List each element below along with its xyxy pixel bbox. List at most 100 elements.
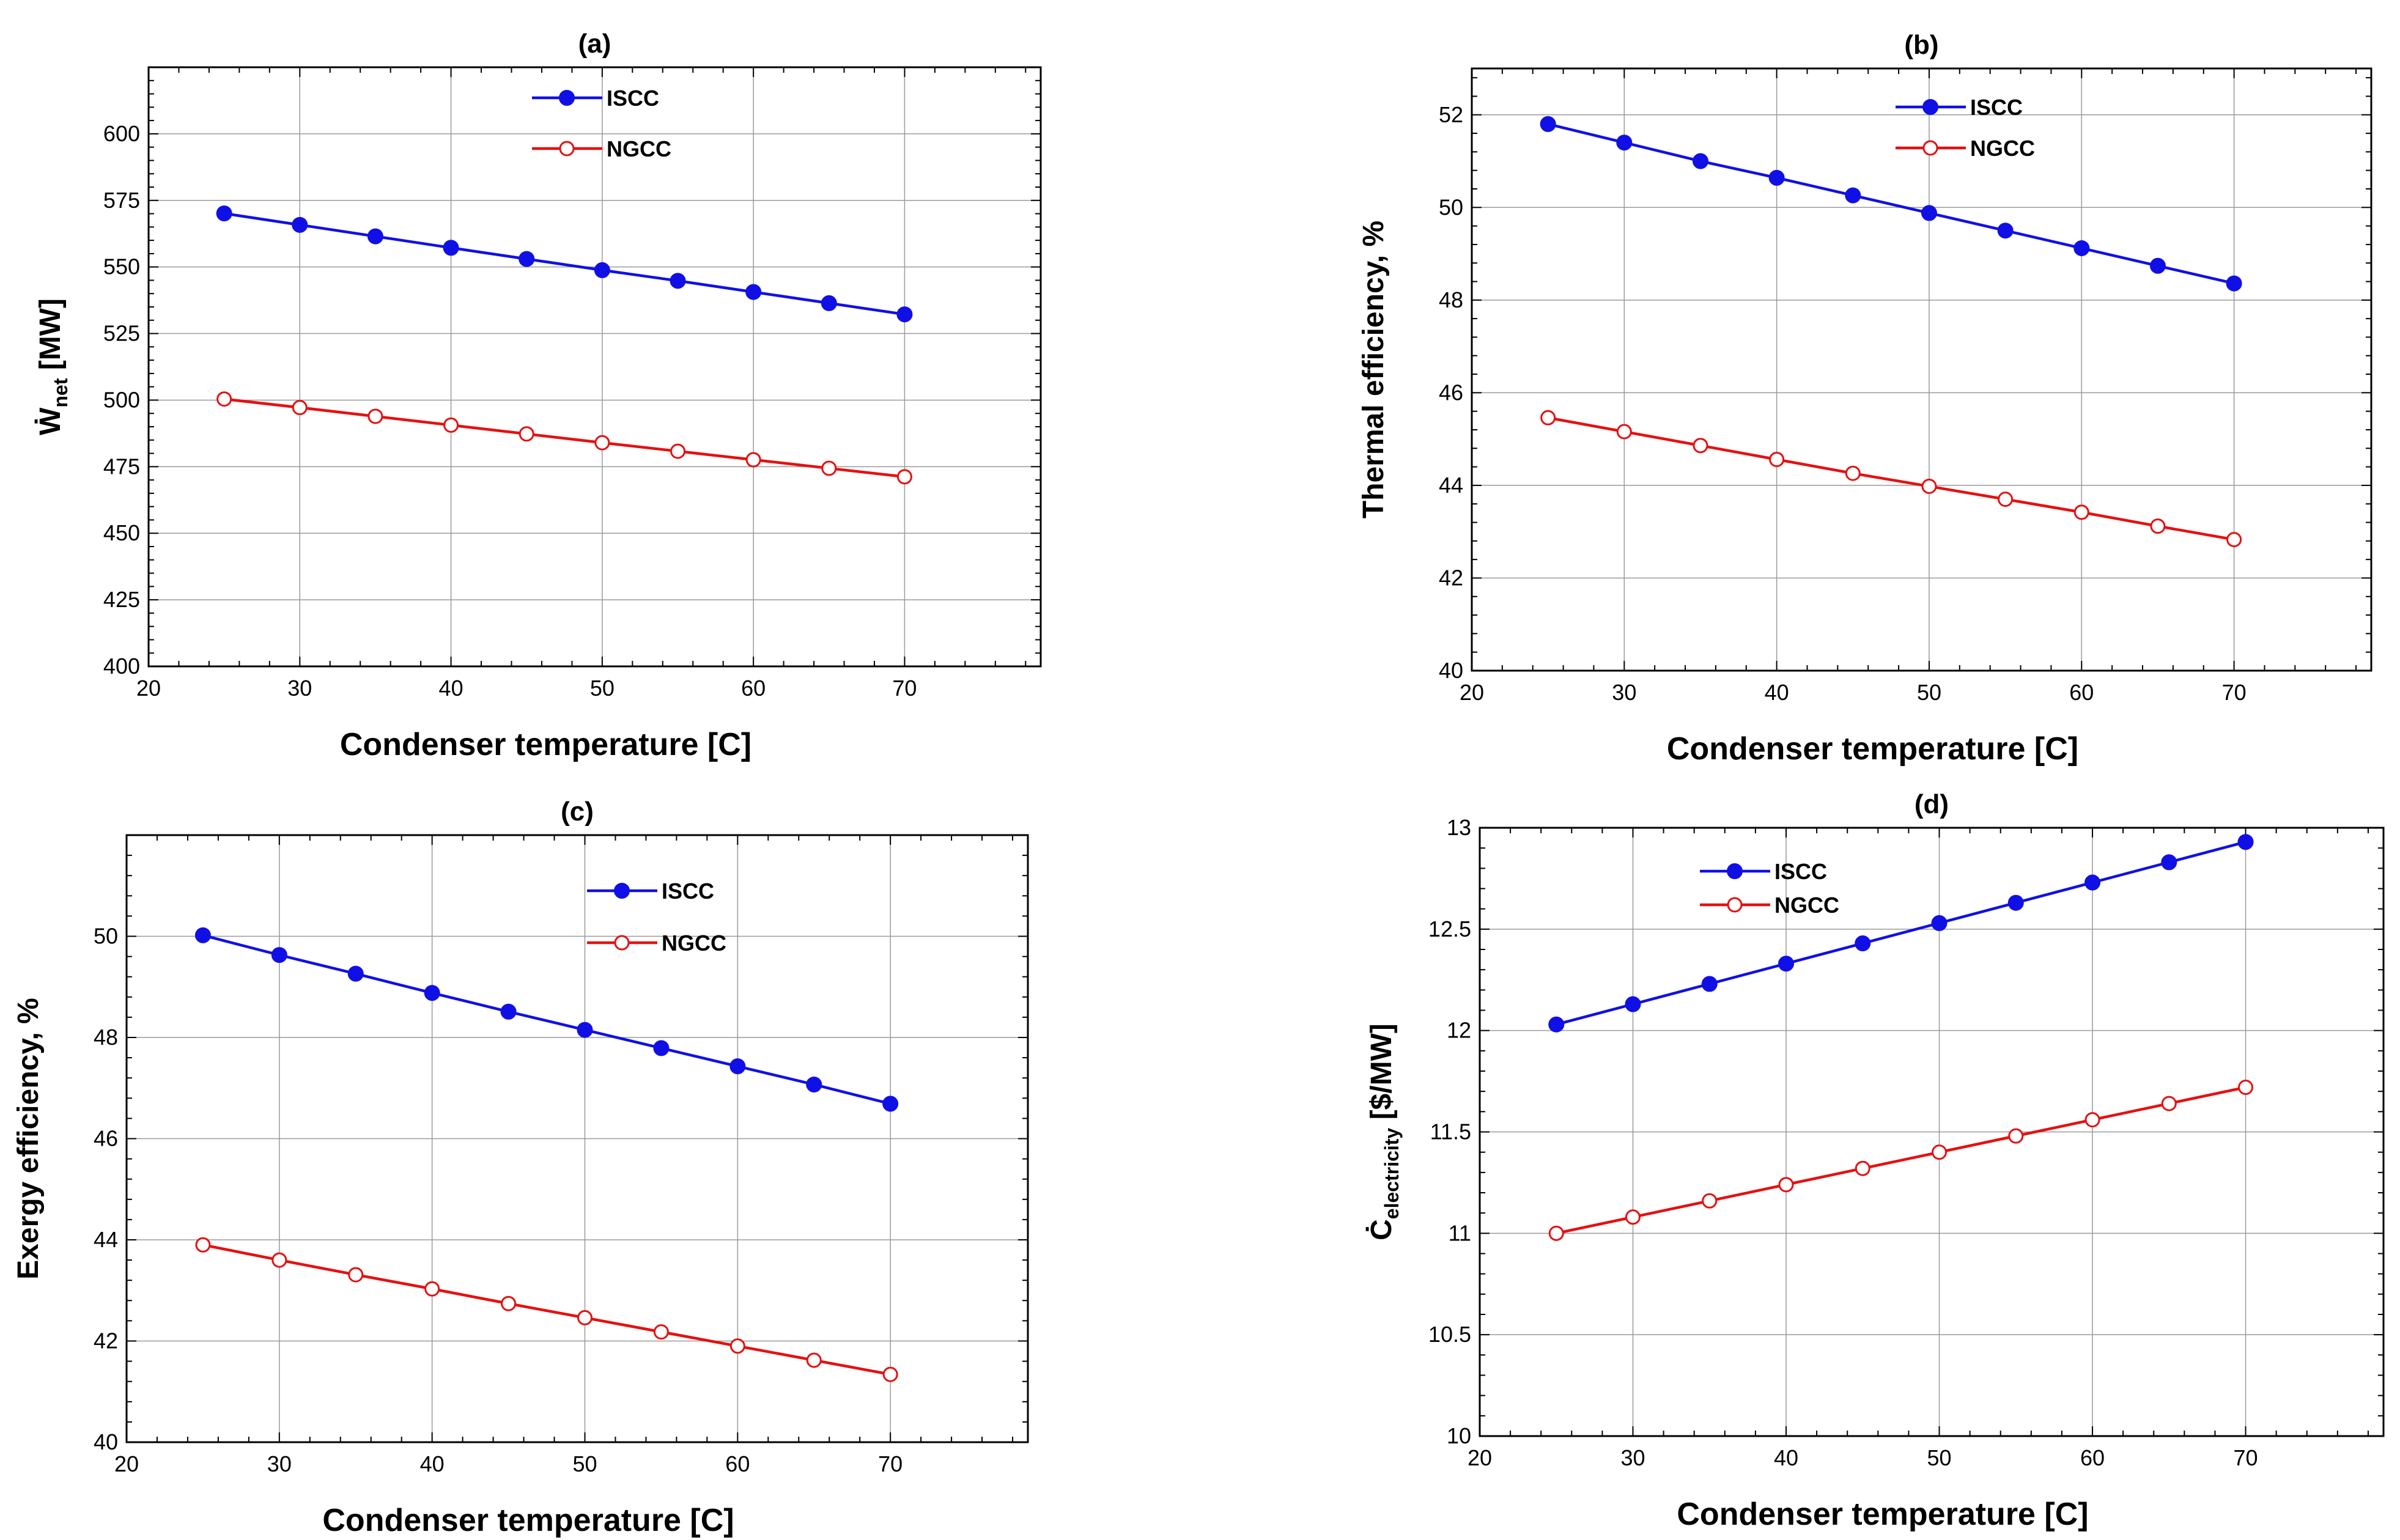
data-point-iscc (1540, 116, 1556, 132)
plot-frame (147, 66, 1042, 668)
y-tick-label: 44 (94, 1227, 118, 1252)
legend-marker (614, 883, 630, 899)
data-point-ngcc (821, 460, 837, 476)
data-point-iscc (1845, 187, 1861, 204)
legend-marker (1922, 140, 1938, 156)
data-point-iscc (2007, 894, 2024, 911)
series-line-ngcc (1548, 416, 2235, 541)
data-point-ngcc (1998, 492, 2014, 507)
data-point-iscc (443, 240, 459, 256)
legend-label: NGCC (607, 136, 671, 161)
data-point-ngcc (653, 1324, 669, 1340)
data-point-iscc (1931, 915, 1948, 931)
x-axis-label: Condenser temperature [C] (340, 727, 751, 762)
legend-label: NGCC (1774, 893, 1839, 918)
data-point-ngcc (577, 1310, 593, 1325)
y-tick-label: 42 (94, 1328, 118, 1354)
y-tick-label: 48 (1439, 287, 1463, 312)
legend-marker (1922, 99, 1938, 115)
x-tick-label: 20 (136, 676, 161, 701)
series-iscc (216, 205, 913, 323)
data-point-iscc (821, 295, 837, 311)
data-point-ngcc (216, 391, 232, 407)
data-point-ngcc (2008, 1128, 2024, 1144)
x-tick-label: 30 (1612, 680, 1636, 705)
data-point-iscc (2161, 854, 2177, 871)
data-point-iscc (729, 1058, 746, 1075)
series-line-iscc (202, 934, 891, 1105)
y-tick-label: 400 (103, 654, 140, 679)
legend-marker (559, 141, 575, 157)
legend-marker (1727, 863, 1743, 879)
data-point-iscc (2084, 874, 2101, 891)
chart-a: 20 30 40 50 60 70 400 425 450 475 500 525 550 575 600 (… (34, 29, 1042, 762)
data-point-iscc (1768, 169, 1785, 186)
x-tick-label: 60 (725, 1451, 750, 1476)
data-point-ngcc (896, 469, 912, 485)
y-tick-label: 12.5 (1428, 916, 1471, 941)
y-tick-label: 11 (1449, 1220, 1471, 1245)
data-point-ngcc (1625, 1209, 1641, 1225)
plot-area (149, 67, 1041, 666)
data-point-ngcc (1845, 465, 1861, 481)
legend-label: NGCC (1970, 136, 2035, 161)
legend-entry-ngcc: NGCC (1896, 136, 2035, 161)
y-tick-label: 450 (103, 520, 140, 545)
data-point-iscc (292, 216, 308, 233)
x-tick-label: 60 (741, 676, 766, 701)
legend-label: ISCC (1774, 859, 1827, 884)
legend-entry-iscc: ISCC (1700, 859, 1827, 884)
legend-label: ISCC (607, 86, 659, 111)
plot-frame (1471, 67, 2372, 672)
x-tick-label: 50 (1917, 680, 1941, 705)
data-point-iscc (1692, 153, 1708, 169)
data-point-iscc (896, 306, 913, 323)
series-line-iscc (1548, 122, 2235, 285)
data-point-iscc (670, 273, 686, 289)
x-tick-label: 60 (2069, 680, 2094, 705)
y-tick-label: 50 (94, 924, 118, 949)
data-point-iscc (745, 284, 762, 300)
data-point-ngcc (424, 1281, 440, 1297)
x-tick-label: 50 (1927, 1445, 1952, 1470)
data-point-ngcc (1693, 438, 1708, 454)
plot-area (1472, 68, 2371, 671)
data-point-ngcc (2150, 518, 2166, 534)
data-point-iscc (271, 947, 287, 963)
x-tick-label: 70 (2222, 680, 2247, 705)
y-axis-label: Ẇnet [MW] (34, 298, 72, 435)
x-tick-label: 30 (1620, 1445, 1645, 1470)
plot-frame (125, 834, 1029, 1443)
x-tick-label: 70 (2234, 1445, 2258, 1470)
data-point-iscc (653, 1040, 670, 1056)
y-tick-label: 40 (94, 1429, 118, 1454)
data-point-ngcc (1769, 451, 1785, 467)
x-tick-label: 50 (590, 676, 615, 701)
y-tick-label: 500 (103, 387, 140, 412)
x-tick-label: 20 (1460, 680, 1484, 705)
data-point-iscc (1548, 1016, 1565, 1033)
legend-entry-iscc: ISCC (1896, 95, 2023, 120)
y-tick-label: 46 (94, 1126, 118, 1151)
chart-d: 20 30 40 50 60 70 10 10.5 11 11.5 12 12.5 13 (d) Conde… (1365, 789, 2385, 1532)
data-point-ngcc (1702, 1193, 1718, 1209)
legend-marker (614, 935, 630, 951)
data-point-ngcc (367, 408, 383, 424)
y-axis-label-main: Ċ (1365, 1219, 1398, 1240)
y-axis-label-unit: [$/MW] (1365, 1023, 1398, 1128)
series-line-ngcc (1556, 1086, 2247, 1235)
y-axis-label: Exergy efficiency, % (12, 998, 45, 1280)
data-point-ngcc (806, 1352, 822, 1368)
data-point-ngcc (1855, 1160, 1870, 1176)
data-point-iscc (519, 251, 535, 267)
data-point-ngcc (670, 443, 686, 459)
y-tick-label: 10 (1447, 1423, 1471, 1448)
y-tick-label: 48 (94, 1025, 118, 1050)
data-point-ngcc (443, 417, 459, 433)
x-tick-label: 30 (267, 1451, 292, 1476)
data-point-iscc (367, 228, 383, 245)
data-point-iscc (1997, 223, 2014, 239)
data-point-iscc (806, 1076, 822, 1092)
x-tick-label: 50 (572, 1451, 597, 1476)
data-point-ngcc (745, 452, 761, 468)
